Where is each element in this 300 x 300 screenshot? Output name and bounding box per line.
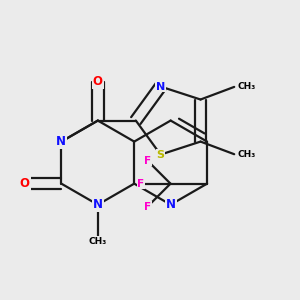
Text: N: N bbox=[156, 82, 165, 92]
Text: O: O bbox=[20, 177, 30, 190]
Text: N: N bbox=[56, 135, 66, 148]
Text: F: F bbox=[137, 179, 145, 189]
Text: F: F bbox=[144, 202, 151, 212]
Text: N: N bbox=[166, 198, 176, 211]
Text: N: N bbox=[93, 198, 103, 211]
Text: F: F bbox=[144, 155, 151, 166]
Text: O: O bbox=[93, 75, 103, 88]
Text: S: S bbox=[157, 150, 164, 160]
Text: CH₃: CH₃ bbox=[89, 237, 107, 246]
Text: CH₃: CH₃ bbox=[238, 82, 256, 91]
Text: CH₃: CH₃ bbox=[238, 150, 256, 159]
